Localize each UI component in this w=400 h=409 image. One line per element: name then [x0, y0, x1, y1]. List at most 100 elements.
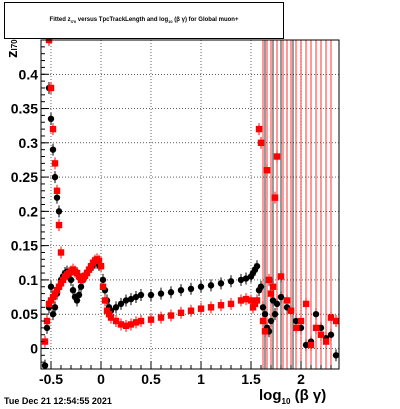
data-point	[197, 283, 205, 290]
data-point	[49, 146, 57, 153]
data-point	[332, 352, 340, 359]
title-post: (β γ) for Global muon+	[174, 16, 239, 23]
data-point	[273, 300, 281, 308]
data-point	[177, 309, 185, 316]
data-point	[43, 324, 51, 332]
data-point	[47, 84, 55, 92]
data-point	[249, 304, 257, 311]
data-point	[227, 278, 235, 285]
data-point	[87, 262, 95, 270]
data-point	[53, 286, 61, 294]
data-point	[85, 266, 93, 273]
data-point	[312, 310, 320, 318]
data-point	[117, 321, 125, 328]
x-tick-label: -0.5	[39, 371, 63, 387]
data-point	[302, 300, 310, 308]
data-point	[207, 304, 215, 311]
data-point	[302, 341, 310, 349]
data-point	[217, 302, 225, 309]
data-point	[257, 139, 265, 147]
xlabel-post: (β γ)	[294, 387, 327, 404]
data-point	[99, 283, 107, 290]
data-point	[99, 276, 107, 284]
title-z-sub: l70	[70, 19, 77, 25]
data-point	[187, 307, 195, 314]
data-point	[267, 317, 275, 325]
x-tick-label: 1.5	[241, 371, 261, 387]
data-point	[105, 310, 113, 318]
y-tick-label: 0.2	[19, 203, 39, 219]
data-point	[69, 286, 77, 294]
data-point	[255, 125, 263, 133]
data-point	[49, 293, 57, 301]
data-point	[297, 324, 305, 332]
data-point	[75, 291, 83, 299]
data-point	[57, 280, 65, 287]
data-point	[59, 276, 67, 284]
x-tick-label: 0	[97, 371, 105, 387]
data-point	[237, 276, 245, 284]
data-point	[287, 307, 295, 314]
data-point	[51, 290, 59, 297]
data-point	[327, 331, 335, 338]
data-point	[322, 338, 330, 345]
data-point	[327, 314, 335, 321]
x-tick-label: 0.5	[141, 371, 161, 387]
data-point	[227, 300, 235, 308]
y-tick-label: 0.1	[19, 272, 39, 288]
data-point	[127, 295, 135, 303]
y-tick-label: 0.15	[11, 238, 38, 254]
data-point	[117, 300, 125, 308]
data-point	[45, 300, 53, 308]
data-point	[112, 304, 120, 311]
data-point	[77, 283, 85, 290]
y-tick-label: 0.3	[19, 135, 39, 151]
y-tick-label: 0.35	[11, 101, 38, 117]
x-axis-ticks: -0.5 0 0.5 1 1.5 2	[39, 361, 332, 387]
data-point	[207, 282, 215, 289]
title-box: Fitted zl70 versus TpcTrackLength and lo…	[4, 2, 284, 39]
y-tick-label: 0.25	[11, 169, 38, 185]
data-point	[95, 257, 103, 264]
data-point	[103, 307, 111, 314]
data-point	[242, 295, 250, 303]
data-point	[167, 312, 175, 319]
data-point	[47, 115, 55, 123]
data-point	[51, 173, 59, 181]
data-point	[47, 297, 55, 304]
data-point	[73, 269, 81, 277]
data-point	[197, 305, 205, 312]
data-point	[277, 273, 285, 280]
data-point	[312, 324, 320, 332]
data-point	[122, 322, 130, 330]
y-axis-label: zl70	[4, 39, 21, 58]
data-point	[277, 293, 285, 301]
data-point	[41, 362, 49, 369]
data-point	[127, 321, 135, 328]
data-point	[251, 300, 259, 308]
data-point	[49, 310, 57, 318]
chart-title: Fitted zl70 versus TpcTrackLength and lo…	[50, 17, 239, 24]
data-point	[101, 297, 109, 304]
x-axis-label: log10 (β γ)	[259, 387, 326, 406]
title-pre: Fitted	[49, 16, 66, 23]
data-point	[43, 317, 51, 325]
data-point	[55, 283, 63, 290]
data-point	[49, 125, 57, 133]
ylabel-main: z	[4, 50, 21, 59]
data-point	[265, 276, 273, 284]
data-point	[263, 167, 271, 174]
data-point	[97, 262, 105, 270]
data-point	[147, 316, 155, 323]
data-point	[73, 297, 81, 304]
data-point	[217, 280, 225, 287]
y-tick-label: 0	[30, 340, 38, 356]
data-point	[112, 317, 120, 325]
data-point	[273, 153, 281, 160]
data-point	[157, 314, 165, 321]
data-point	[75, 273, 83, 280]
data-point	[132, 319, 140, 326]
xlabel-sub: 10	[281, 397, 291, 406]
data-point	[261, 310, 269, 318]
